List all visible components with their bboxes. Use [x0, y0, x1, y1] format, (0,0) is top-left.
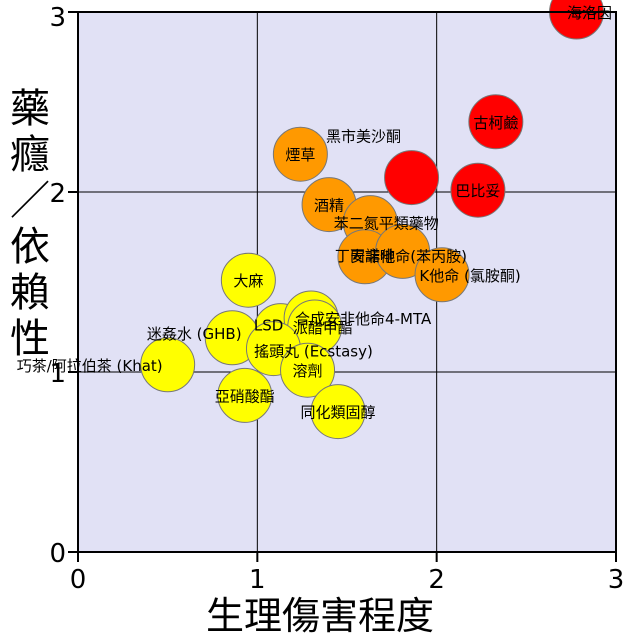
bubble-label: 溶劑: [293, 362, 323, 380]
bubble-label: 酒精: [314, 197, 344, 215]
bubble-label: 派醋甲酯: [293, 319, 353, 337]
y-axis-label-char: 賴: [10, 270, 50, 316]
bubble: [280, 342, 336, 398]
y-axis-label-char: 癮: [10, 132, 50, 178]
y-axis-label-char: 依: [10, 224, 50, 270]
bubble-label: 合成安非他命4-MTA: [295, 310, 432, 328]
x-axis-label: 生理傷害程度: [205, 594, 434, 638]
bubble: [310, 384, 366, 440]
y-tick-label: 0: [49, 539, 66, 569]
bubble-label: 苯二氮平類藥物: [334, 215, 439, 233]
bubble-label: LSD: [254, 317, 283, 335]
bubble: [220, 252, 276, 308]
bubble: [450, 162, 506, 218]
x-tick-label: 0: [70, 565, 87, 595]
bubble: [140, 337, 196, 393]
bubble-label: 古柯鹼: [473, 114, 518, 132]
bubble-label: 大麻: [233, 272, 263, 290]
bubble: [384, 150, 440, 206]
y-axis-label-char: 藥: [10, 86, 50, 132]
bubble: [272, 126, 328, 182]
bubble: [468, 94, 524, 150]
bubble-label: 巧茶/阿拉伯茶 (Khat): [17, 357, 163, 375]
bubble-label: 巴比妥: [455, 182, 500, 200]
bubble-label: 安非他命(苯丙胺): [350, 247, 467, 265]
bubble-label: 丁丙諾啡: [335, 247, 395, 265]
y-tick-label: 1: [49, 359, 66, 389]
x-tick-label: 3: [608, 565, 625, 595]
y-tick-label: 3: [49, 3, 66, 33]
plot-area: [78, 12, 616, 552]
bubble-label: 搖頭丸 (Ecstasy): [254, 343, 373, 361]
bubble: [414, 247, 470, 303]
bubble-label: 煙草: [285, 146, 315, 164]
bubble-label: 黑市美沙酮: [326, 128, 401, 146]
bubble-label: 同化類固醇: [301, 404, 376, 422]
y-axis-label: 藥癮／依賴性: [0, 86, 60, 362]
y-axis-label-char: 性: [10, 316, 50, 362]
bubble-label: 亞硝酸酯: [215, 387, 275, 405]
bubble: [217, 367, 273, 423]
y-tick-label: 2: [49, 179, 66, 209]
bubble-label: K他命 (氯胺酮): [419, 267, 520, 285]
x-tick-label: 1: [249, 565, 266, 595]
bubble-label: 迷姦水 (GHB): [147, 325, 242, 343]
y-axis-label-char: ／: [10, 178, 50, 224]
x-tick-label: 2: [428, 565, 445, 595]
